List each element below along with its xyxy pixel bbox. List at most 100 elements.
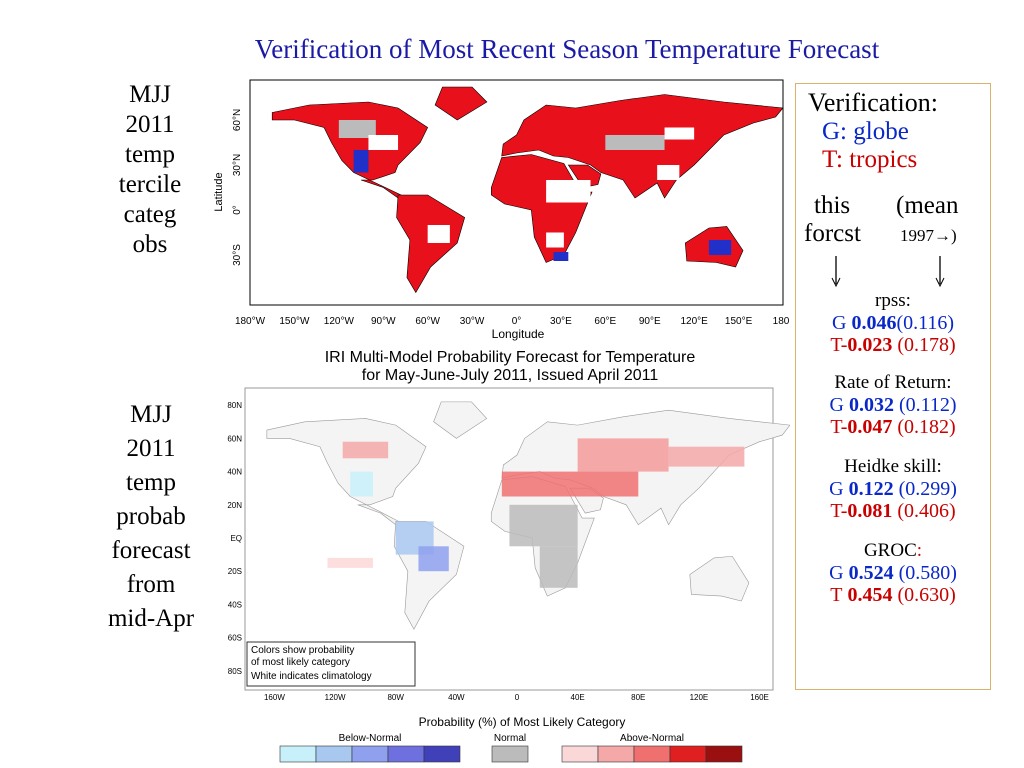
row-value: 0.081 [847,500,893,522]
col-head: forcst [804,220,861,247]
colorbar-title: Probability (%) of Most Likely Category [419,715,626,729]
arrows [831,256,945,288]
label-line: forecast [111,537,191,564]
panel-label: MJJ 2011 temp probab forecast from mid-A… [92,398,210,636]
lon-tick-label: 160E [750,693,769,702]
lat-tick-label: 60S [228,634,242,643]
colorbar-group: Below-Normal [339,733,402,744]
metric-row: G 0.122 (0.299) [796,478,990,500]
map-cell [368,135,399,150]
note-line: of most likely category [251,657,350,668]
lon-tick-label: 40W [448,693,465,702]
row-prefix: G [829,478,844,500]
label-line: probab [116,503,186,530]
row-mean: (0.406) [897,500,956,522]
label-line: mid-Apr [107,605,195,632]
row-prefix: T- [830,416,848,438]
row-mean: (0.182) [897,416,956,438]
axis-title: Latitude [213,172,225,211]
metric-row: T-0.081 (0.406) [796,500,990,522]
lon-tick-label: 80W [387,693,404,702]
row-mean: (0.178) [897,334,956,356]
row-value: 0.032 [848,394,894,416]
lat-tick-label: 80N [227,401,242,410]
map-title: for May-June-July 2011, Issued April 201… [362,367,659,384]
maps: 180°W 150°W 120°W 90°W 60°W 30°W 0° 30°E 60°E 90°… [213,79,790,763]
panel-label: MJJ 2011 temp tercile categ obs [105,80,195,260]
row-value: 0.454 [847,584,893,606]
continent [434,86,488,121]
map-cell [708,240,732,255]
colorbar-group: Above-Normal [620,733,684,744]
row-prefix: T- [830,334,848,356]
lon-tick-label: 150°E [725,316,753,327]
map-cell [577,438,669,472]
label-line: categ [123,201,177,228]
lon-tick-label: 60°E [594,316,616,327]
lat-tick-label: 30°S [232,244,243,266]
lon-tick-label: 80E [631,693,645,702]
label-line: tercile [118,171,182,198]
lat-tick-label: 80S [228,667,242,676]
row-value: 0.023 [847,334,893,356]
verification-box: Verification: G: globe T: tropics this f… [795,83,991,690]
lon-tick-label: 120°W [324,316,355,327]
metric-name: GROC: [796,540,990,562]
metric-label: rpss: [875,290,911,311]
metric: Rate of Return: G 0.032 (0.112) T-0.047 (0.18… [796,372,990,438]
continent [689,555,750,602]
lat-tick-label: 20S [228,567,242,576]
metric-colon: : [916,540,923,561]
row-mean: (0.112) [898,394,957,416]
label-line: 2011 [125,111,175,138]
metric-label: Rate of Return: [834,372,952,393]
lon-tick-label: 90°E [639,316,661,327]
lon-tick-label: 150°W [279,316,310,327]
map-cell [342,441,389,459]
slide-title: Verification of Most Recent Season Tempe… [254,34,880,64]
lon-tick-label: 120°E [680,316,708,327]
lat-tick-label: 40S [228,600,242,609]
legend-globe: G: globe [822,118,909,145]
metric: rpss: G 0.046(0.116) T-0.023 (0.178) [796,290,990,356]
map-cell [327,557,373,568]
lon-tick-label: 160W [264,693,285,702]
continent [396,194,466,294]
lon-tick-label: 0° [512,316,522,327]
map-cell [668,446,745,467]
metric-label: Heidke skill: [844,456,942,477]
note-line: Colors show probability [251,645,354,656]
axis-title: Longitude [492,327,545,341]
map-cell [605,135,665,150]
row-prefix: G [829,394,844,416]
lon-tick-label: 30°W [460,316,485,327]
heading: Verification: [808,88,938,117]
row-mean: (0.630) [897,584,956,606]
lat-tick-label: EQ [230,534,242,543]
lon-tick-label: 180° [773,316,790,327]
label-line: from [126,571,176,598]
row-mean: (0.116) [896,312,955,334]
row-mean: (0.299) [898,478,957,500]
map-title: IRI Multi-Model Probability Forecast for… [325,349,696,366]
note-line: White indicates climatology [251,671,372,682]
row-mean: (0.580) [898,562,957,584]
row-prefix: G [831,312,847,334]
row-value: 0.524 [848,562,894,584]
metric-row: G 0.046(0.116) [796,312,990,334]
row-prefix: T [830,584,843,606]
lon-tick-label: 120E [690,693,709,702]
label-line: 2011 [126,435,176,462]
metric: GROC: G 0.524 (0.580) T 0.454 (0.630) [796,540,990,606]
row-value: 0.047 [847,416,893,438]
continent [433,401,488,439]
map-cell [418,546,449,572]
metric-row: G 0.524 (0.580) [796,562,990,584]
map-cell [353,150,369,173]
col-head: (mean [896,192,959,219]
metric-name: Rate of Return: [796,372,990,394]
lon-tick-label: 40E [571,693,585,702]
metric-row: T-0.023 (0.178) [796,334,990,356]
